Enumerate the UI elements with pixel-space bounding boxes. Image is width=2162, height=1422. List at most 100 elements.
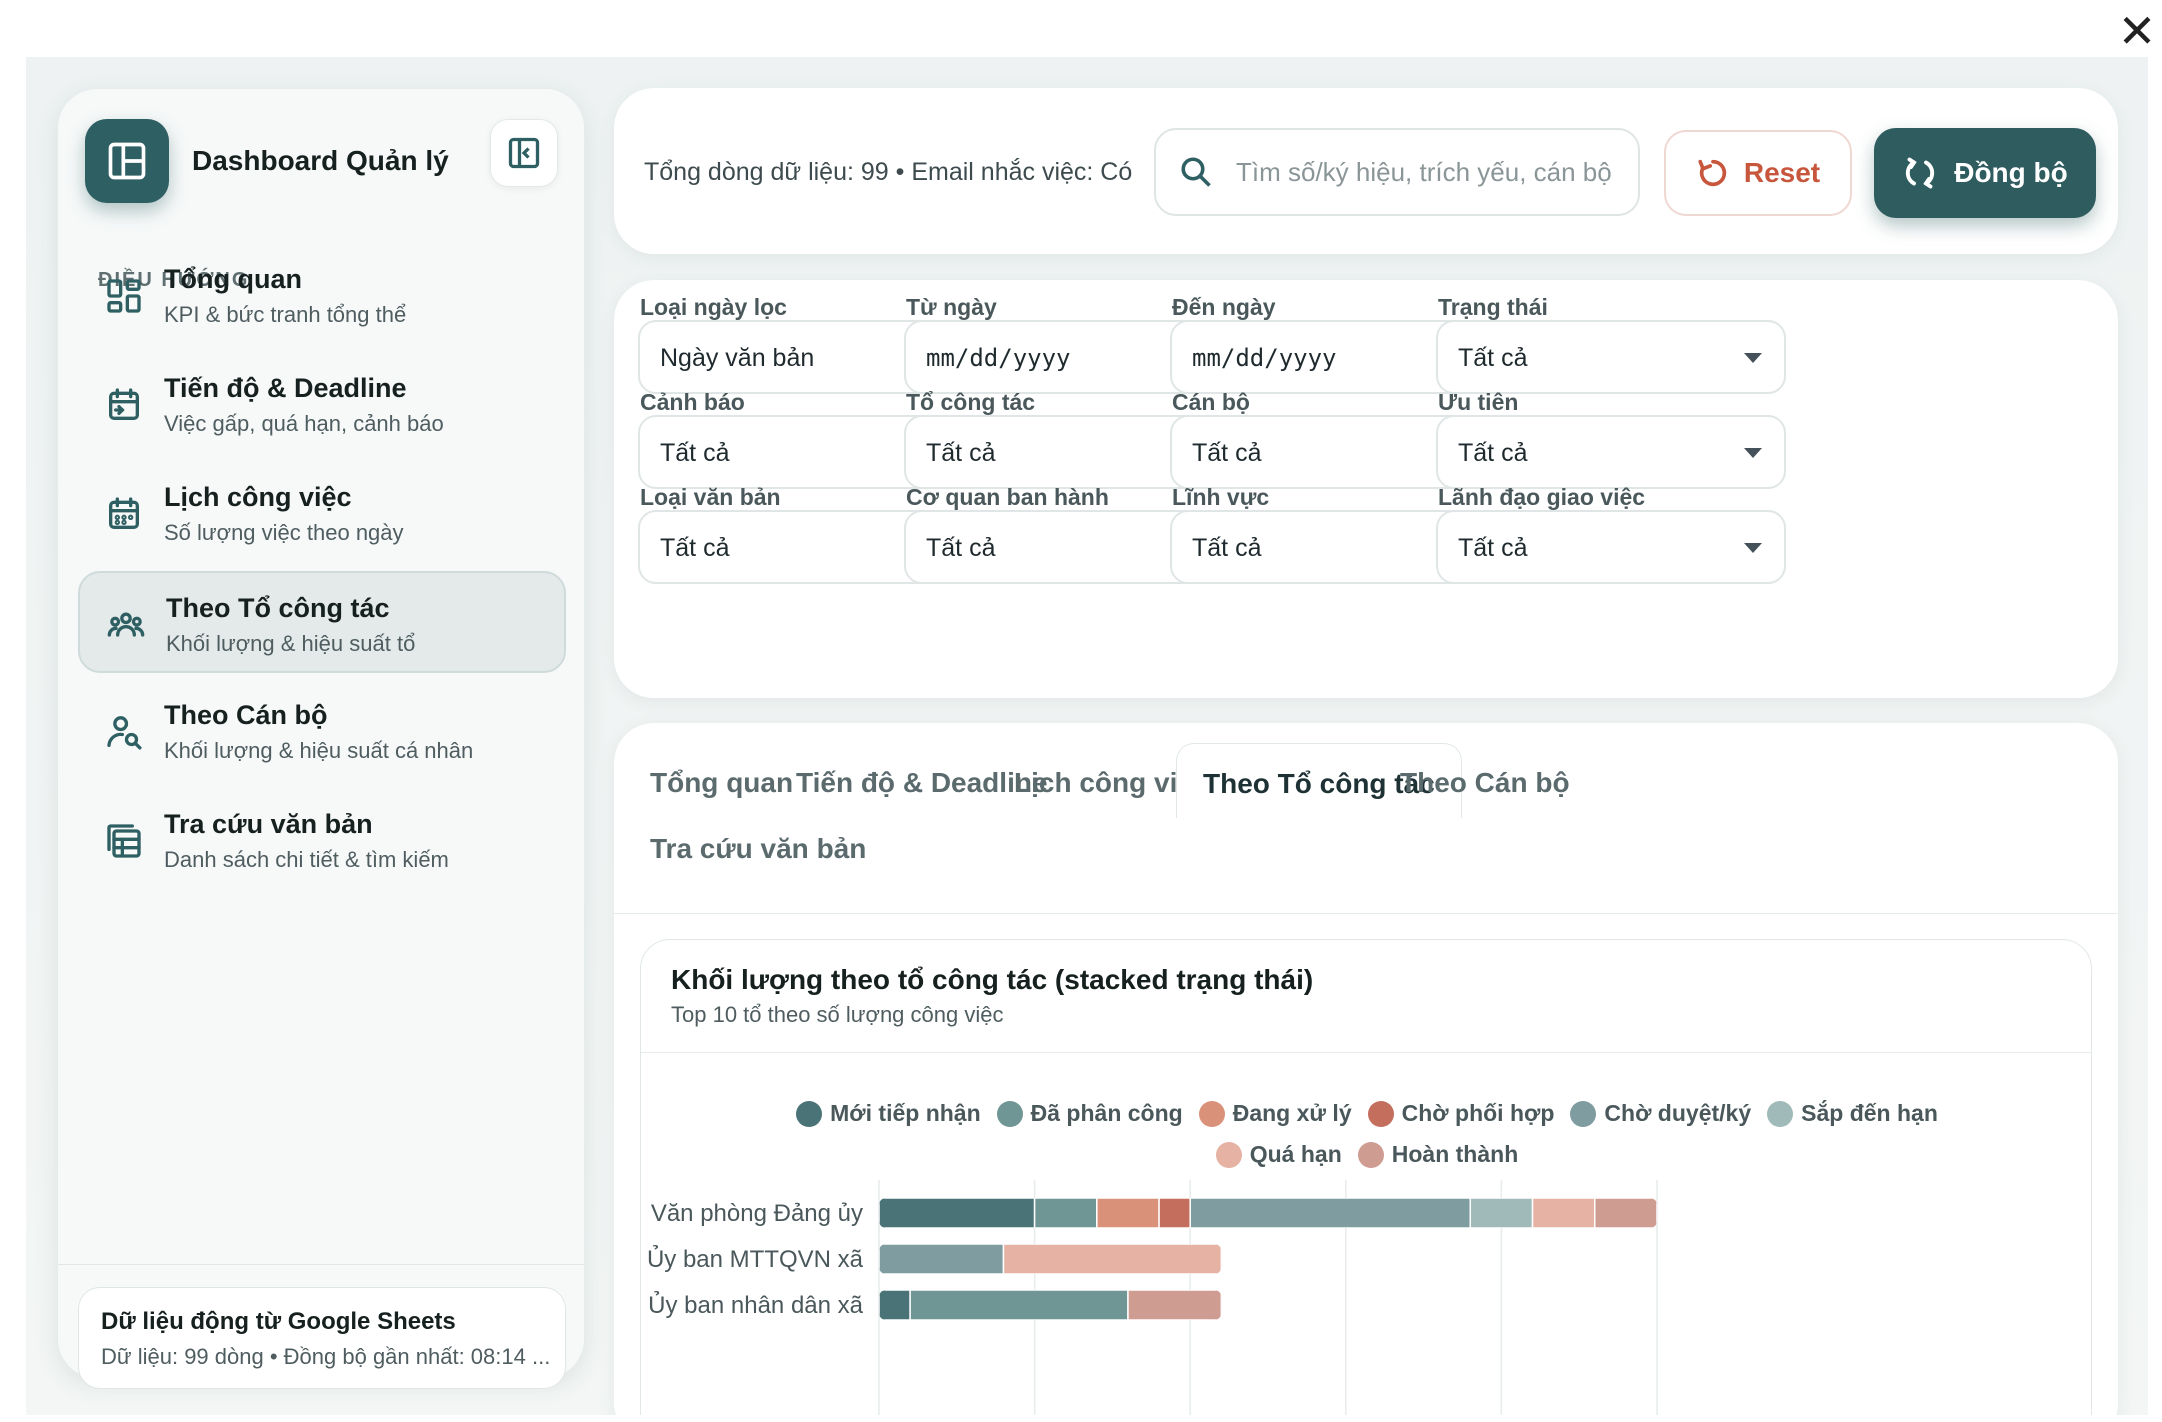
filter-value: Tất cả — [660, 534, 730, 562]
sidebar-item-subtitle: Danh sách chi tiết & tìm kiếm — [164, 847, 449, 872]
sidebar-item-subtitle: Khối lượng & hiệu suất cá nhân — [164, 738, 474, 763]
filter-label: Cơ quan ban hành — [906, 484, 1109, 510]
sync-button[interactable]: Đồng bộ — [1874, 128, 2096, 218]
calendar-icon — [109, 497, 139, 529]
search-box[interactable] — [1154, 128, 1640, 216]
legend-item[interactable]: Đã phân công — [996, 1100, 1183, 1127]
filter-label: Loại văn bản — [640, 484, 781, 510]
sidebar-item-title: Theo Tổ công tác — [166, 593, 390, 623]
collapse-sidebar-button[interactable] — [490, 119, 558, 187]
bar-segment[interactable] — [879, 1244, 1005, 1274]
category-label: Ủy ban nhân dân xã — [648, 1290, 863, 1319]
bar-segment[interactable] — [1002, 1244, 1222, 1274]
filter-select[interactable]: Tất cả — [1436, 415, 1786, 489]
search-icon — [1181, 157, 1211, 187]
reset-button[interactable]: Reset — [1664, 130, 1852, 216]
group-icon — [107, 612, 145, 637]
legend-swatch — [1570, 1100, 1597, 1127]
filter-value: Tất cả — [926, 534, 996, 562]
sync-status-card: Dữ liệu động từ Google Sheets Dữ liệu: 9… — [78, 1287, 566, 1389]
sync-status-text: Dữ liệu: 99 dòng • Đồng bộ gần nhất: 08:… — [101, 1344, 551, 1369]
sidebar-item-title: Tra cứu văn bản — [164, 809, 373, 839]
filter-panel: Loại ngày lọc Ngày văn bản Từ ngày mm/dd/yy… — [614, 280, 2118, 698]
chart-title: Khối lượng theo tổ công tác (stacked trạ… — [671, 964, 1314, 995]
close-icon[interactable]: ✕ — [2117, 4, 2157, 58]
filter-label: Từ ngày — [906, 294, 997, 320]
data-summary: Tổng dòng dữ liệu: 99 • Email nhắc việc:… — [644, 158, 1133, 186]
chart-card: Khối lượng theo tổ công tác (stacked trạ… — [640, 939, 2092, 1415]
bar-segment[interactable] — [1594, 1198, 1657, 1228]
bar-segment[interactable] — [1033, 1198, 1098, 1228]
sync-status-title: Dữ liệu động từ Google Sheets — [101, 1308, 456, 1335]
filter-value: Tất cả — [1192, 534, 1262, 562]
chevron-down-icon — [1744, 353, 1762, 363]
sidebar-item-subtitle: KPI & bức tranh tổng thể — [164, 302, 407, 327]
filter-label: Cảnh báo — [640, 389, 745, 415]
sidebar-item-5[interactable]: Theo Cán bộ Khối lượng & hiệu suất cá nhâ… — [78, 680, 566, 782]
legend-swatch — [996, 1100, 1023, 1127]
bar-segment[interactable] — [1189, 1198, 1472, 1228]
sidebar-item-title: Theo Cán bộ — [164, 700, 328, 730]
filter-label: Ưu tiên — [1438, 389, 1519, 415]
filter-value: Tất cả — [1458, 344, 1528, 372]
top-bar: Tổng dòng dữ liệu: 99 • Email nhắc việc:… — [614, 88, 2118, 254]
sidebar-item-subtitle: Khối lượng & hiệu suất tổ — [166, 631, 416, 656]
legend-item[interactable]: Đang xử lý — [1198, 1100, 1352, 1127]
filter-value: mm/dd/yyyy — [1192, 344, 1337, 372]
filter-value: Tất cả — [1458, 534, 1528, 562]
stacked-bar-chart: Văn phòng Đảng ủy Ủy ban MTTQVN xã Ủy ban … — [647, 1180, 1658, 1415]
bar-segment[interactable] — [1158, 1198, 1191, 1228]
chart-subtitle: Top 10 tổ theo số lượng công việc — [671, 1002, 1004, 1027]
sidebar-item-subtitle: Số lượng việc theo ngày — [164, 520, 404, 545]
bar-segment[interactable] — [909, 1290, 1129, 1320]
bar-segment[interactable] — [1096, 1198, 1160, 1228]
legend-label: Hoàn thành — [1391, 1141, 1519, 1167]
main-content: Tổng quan Tiến độ & Deadline Lịch công việ… — [614, 723, 2118, 1415]
filter-label: Tổ công tác — [906, 389, 1036, 415]
table-icon — [107, 824, 141, 858]
legend-label: Chờ duyệt/ký — [1604, 1100, 1752, 1126]
chevron-down-icon — [1744, 543, 1762, 553]
bar-segment[interactable] — [1531, 1198, 1596, 1228]
bar-segment[interactable] — [1469, 1198, 1534, 1228]
sidebar-collapse-icon — [508, 137, 540, 169]
app-window: Dashboard Quản lý ĐIỀU HƯỚNG Tổng quan KP… — [26, 57, 2148, 1415]
filter-label: Loại ngày lọc — [640, 294, 787, 320]
bar-segment[interactable] — [879, 1290, 911, 1320]
reset-icon — [1698, 159, 1726, 187]
sidebar-item-2[interactable]: Tiến độ & Deadline Việc gấp, quá hạn, cản… — [78, 353, 566, 455]
sidebar-item-4[interactable]: Theo Tổ công tác Khối lượng & hiệu suất t… — [78, 571, 566, 673]
legend-item[interactable]: Chờ phối hợp — [1367, 1100, 1554, 1127]
tab-4[interactable]: Theo Tổ công tác — [1176, 743, 1462, 818]
sync-icon — [1906, 157, 1935, 189]
legend-swatch — [1357, 1141, 1384, 1168]
legend-label: Đang xử lý — [1232, 1100, 1352, 1126]
legend-item[interactable]: Quá hạn — [1215, 1141, 1342, 1168]
bar-segment[interactable] — [879, 1198, 1036, 1228]
bar-segment[interactable] — [1127, 1290, 1222, 1320]
tab-2[interactable]: Tiến độ & Deadline — [796, 767, 1048, 798]
tab-5[interactable]: Theo Cán bộ — [1400, 767, 1570, 798]
tab-6[interactable]: Tra cứu văn bản — [650, 833, 867, 864]
sidebar-item-1[interactable]: Tổng quan KPI & bức tranh tổng thể — [78, 244, 566, 346]
chevron-down-icon — [1744, 448, 1762, 458]
filter-label: Đến ngày — [1172, 294, 1276, 320]
filter-value: Tất cả — [660, 439, 730, 467]
sidebar-item-6[interactable]: Tra cứu văn bản Danh sách chi tiết & tìm … — [78, 789, 566, 891]
legend-item[interactable]: Hoàn thành — [1357, 1141, 1519, 1168]
legend-label: Sắp đến hạn — [1801, 1100, 1938, 1126]
category-label: Ủy ban MTTQVN xã — [647, 1244, 864, 1273]
tab-1[interactable]: Tổng quan — [650, 767, 794, 798]
legend-item[interactable]: Mới tiếp nhận — [796, 1100, 981, 1127]
filter-label: Trạng thái — [1438, 294, 1548, 320]
filter-label: Cán bộ — [1172, 389, 1250, 415]
search-input[interactable] — [1236, 130, 1632, 214]
legend-label: Quá hạn — [1249, 1141, 1342, 1167]
filter-select[interactable]: Tất cả — [1436, 320, 1786, 394]
legend-item[interactable]: Sắp đến hạn — [1767, 1100, 1938, 1127]
chart-legend: Mới tiếp nhận Đã phân công Đang xử lý Chờ p… — [641, 1100, 2093, 1168]
filter-value: mm/dd/yyyy — [926, 344, 1071, 372]
sidebar-item-3[interactable]: Lịch công việc Số lượng việc theo ngày — [78, 462, 566, 564]
legend-item[interactable]: Chờ duyệt/ký — [1570, 1100, 1751, 1127]
filter-select[interactable]: Tất cả — [1436, 510, 1786, 584]
